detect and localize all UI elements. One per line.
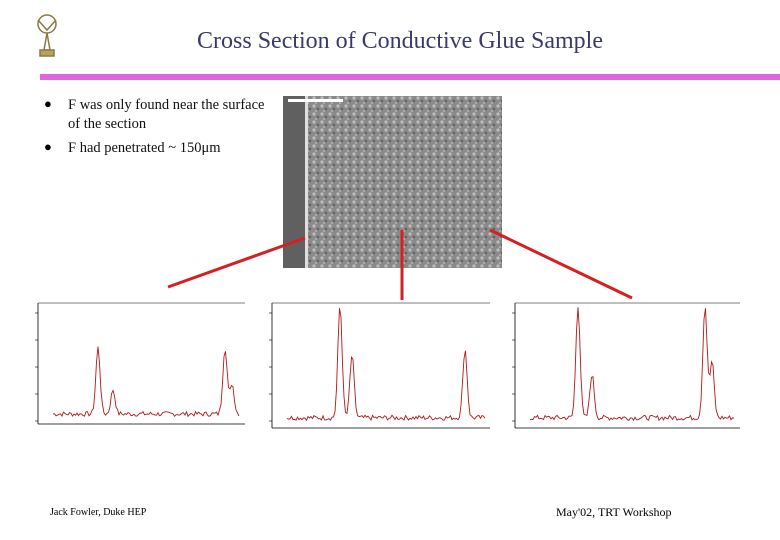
spectrum-line	[286, 308, 486, 422]
sem-image	[283, 96, 502, 268]
title: Cross Section of Conductive Glue Sample	[197, 28, 603, 54]
arrows	[167, 228, 633, 300]
spectra	[35, 302, 740, 429]
spectrum-line	[529, 307, 735, 422]
logo	[37, 14, 57, 57]
bullet-text: F was only found near the surface of the…	[68, 97, 265, 132]
bullet-text: F had penetrated ~ 150μm	[68, 140, 221, 156]
spectrum-line	[52, 346, 240, 418]
footer-event: May'02, TRT Workshop	[556, 505, 672, 519]
footer-author: Jack Fowler, Duke HEP	[50, 507, 147, 518]
bullet-dot: ●	[44, 96, 52, 111]
bullet-dot: ●	[44, 139, 52, 154]
title-rule	[40, 74, 780, 80]
